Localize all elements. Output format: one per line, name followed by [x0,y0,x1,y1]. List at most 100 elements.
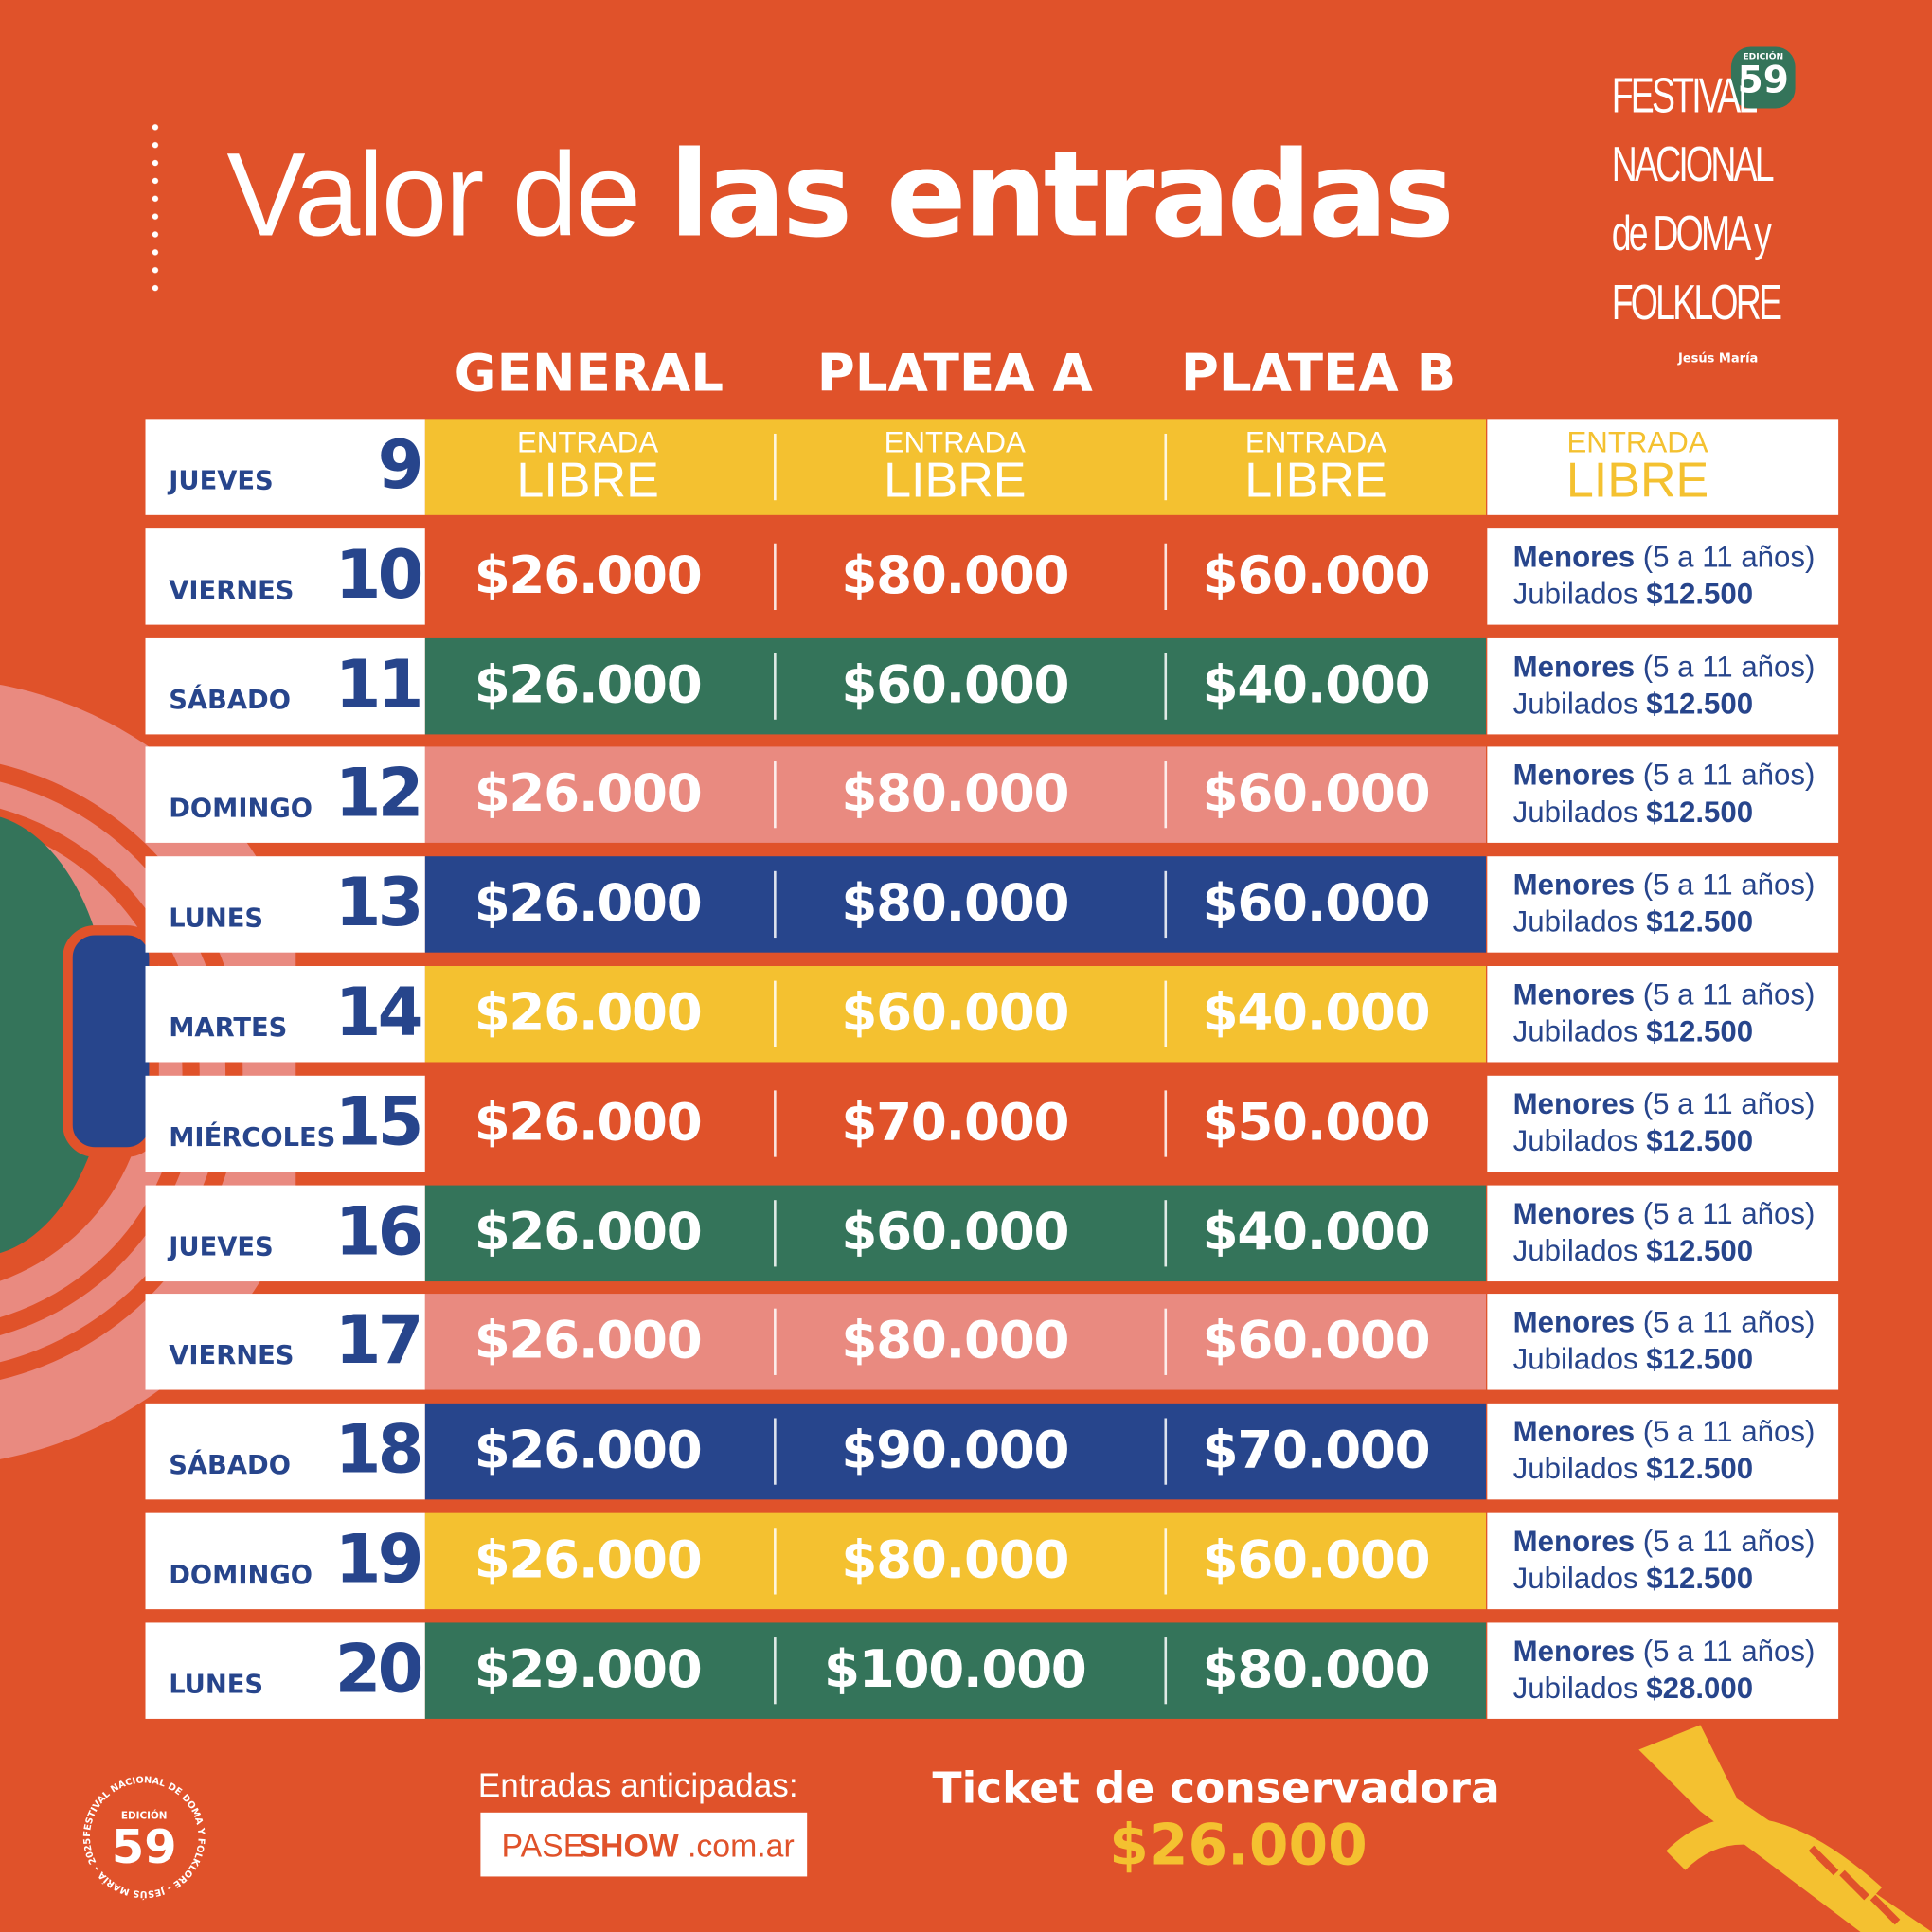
paseshow-link[interactable]: PASE SHOW .com.ar [480,1812,808,1877]
day-number: 13 [334,864,424,942]
discount-cell: Menores (5 a 11 años) Jubilados $28.000 [1487,1622,1839,1719]
free-line1: ENTRADA [1566,426,1708,460]
logo-line: FESTIVAL [1611,68,1759,124]
column-divider [774,1309,777,1376]
menores-label: Menores [1512,759,1636,794]
age-range: (5 a 11 años) [1642,1416,1816,1450]
conservadora-price: $26.000 [1109,1811,1368,1878]
discount-cell: Menores (5 a 11 años) Jubilados $12.500 [1487,856,1839,953]
price-platea_a: $80.000 [841,1310,1069,1371]
title-bold: las entradas [669,125,1455,264]
free-entry-general: ENTRADA LIBRE [516,426,659,509]
discount-cell: Menores (5 a 11 años) Jubilados $12.500 [1487,1075,1839,1172]
jubilados-line: Jubilados $12.500 [1513,1563,1753,1597]
column-divider [1164,1199,1168,1266]
menores-label: Menores [1512,1525,1636,1559]
jubilados-label: Jubilados [1512,687,1638,721]
page-title: Valor de las entradas [226,125,1455,264]
price-platea_b: $40.000 [1202,653,1431,715]
menores-label: Menores [1512,1635,1636,1669]
menores-line: Menores (5 a 11 años) [1513,1635,1816,1669]
discount-price: $12.500 [1646,1234,1754,1268]
day-name: LUNES [169,903,264,934]
day-cell: MIÉRCOLES 15 [145,1075,425,1172]
edition-label: EDICIÓN [1743,51,1784,63]
discount-cell: Menores (5 a 11 años) Jubilados $12.500 [1487,637,1839,734]
discount-cell: ENTRADA LIBRE [1487,419,1839,515]
price-band: $26.000 $80.000 $60.000 [424,746,1487,844]
price-platea_a: $60.000 [841,653,1069,715]
price-band: ENTRADA LIBRE ENTRADA LIBRE ENTRADA LIBR… [424,419,1487,515]
menores-label: Menores [1512,1197,1636,1231]
price-platea_a: $90.000 [841,1420,1069,1480]
column-divider [774,980,777,1047]
column-divider [1164,980,1168,1047]
price-platea_b: $60.000 [1202,872,1431,934]
jubilados-label: Jubilados [1512,1124,1638,1158]
column-header-platea-b: PLATEA B [1180,342,1457,403]
column-divider [774,433,777,501]
column-header-platea-a: PLATEA A [816,342,1093,403]
logo-line: de DOMA y [1611,206,1772,261]
day-name: VIERNES [169,575,295,605]
day-cell: JUEVES 9 [145,419,425,515]
free-line2: LIBRE [516,453,659,509]
day-cell: LUNES 13 [145,856,425,953]
logo-line: NACIONAL [1611,137,1775,192]
discount-cell: Menores (5 a 11 años) Jubilados $12.500 [1487,1404,1839,1500]
table-row: VIERNES 10 $26.000 $80.000 $60.000 Menores … [145,528,1839,625]
logo-line: FOLKLORE [1611,276,1782,331]
jubilados-line: Jubilados $12.500 [1513,1015,1753,1049]
day-name: SÁBADO [169,1450,291,1480]
price-platea_a: $60.000 [841,981,1069,1043]
free-entry-platea_a: ENTRADA LIBRE [884,428,1027,509]
jubilados-label: Jubilados [1512,1343,1638,1377]
day-number: 19 [334,1520,424,1599]
column-divider [1164,1090,1168,1157]
jubilados-line: Jubilados $28.000 [1513,1672,1753,1706]
column-divider [774,1528,777,1595]
price-platea_b: $60.000 [1202,1529,1431,1590]
day-name: JUEVES [169,1231,274,1261]
column-divider [774,653,777,720]
discount-price: $12.500 [1646,577,1754,612]
column-divider [1164,1637,1168,1705]
free-line1: ENTRADA [516,426,659,460]
column-divider [1164,543,1168,610]
day-number: 18 [334,1410,424,1489]
age-range: (5 a 11 años) [1642,650,1816,684]
price-platea_b: $40.000 [1202,1200,1431,1261]
price-band: $26.000 $60.000 $40.000 [424,637,1487,734]
free-entry-discount: ENTRADA LIBRE [1566,426,1708,505]
day-name: JUEVES [169,465,274,496]
seal-edition-number: 59 [112,1819,177,1874]
menores-line: Menores (5 a 11 años) [1513,1416,1816,1450]
day-cell: DOMINGO 12 [145,746,425,844]
price-band: $26.000 $80.000 $60.000 [424,1294,1487,1391]
jubilados-line: Jubilados $12.500 [1513,1453,1753,1487]
column-divider [1164,1309,1168,1376]
price-general: $26.000 [474,653,703,715]
free-line2: LIBRE [884,453,1027,509]
price-platea_a: $60.000 [841,1200,1069,1261]
day-number: 15 [334,1082,424,1161]
table-row: JUEVES 9 ENTRADA LIBRE ENTRADA LIBRE ENT… [145,419,1839,515]
logo-place: Jesús María [1677,352,1759,367]
discount-cell: Menores (5 a 11 años) Jubilados $12.500 [1487,965,1839,1063]
table-row: VIERNES 17 $26.000 $80.000 $60.000 Menores … [145,1294,1839,1391]
column-divider [774,1637,777,1705]
price-platea_b: $60.000 [1202,544,1431,605]
column-divider [1164,653,1168,720]
day-cell: LUNES 20 [145,1622,425,1719]
edition-number: 59 [1737,59,1789,102]
age-range: (5 a 11 años) [1642,1197,1816,1231]
jubilados-line: Jubilados $12.500 [1513,578,1753,612]
jubilados-line: Jubilados $12.500 [1513,796,1753,831]
edition-seal: FESTIVAL NACIONAL DE DOMA Y FOLKLORE - J… [77,1769,206,1901]
day-name: DOMINGO [169,794,313,824]
price-band: $26.000 $70.000 $50.000 [424,1075,1487,1172]
day-number: 16 [334,1191,424,1270]
menores-line: Menores (5 a 11 años) [1513,1197,1816,1231]
table-row: LUNES 20 $29.000 $100.000 $80.000 Menores (… [145,1622,1839,1719]
